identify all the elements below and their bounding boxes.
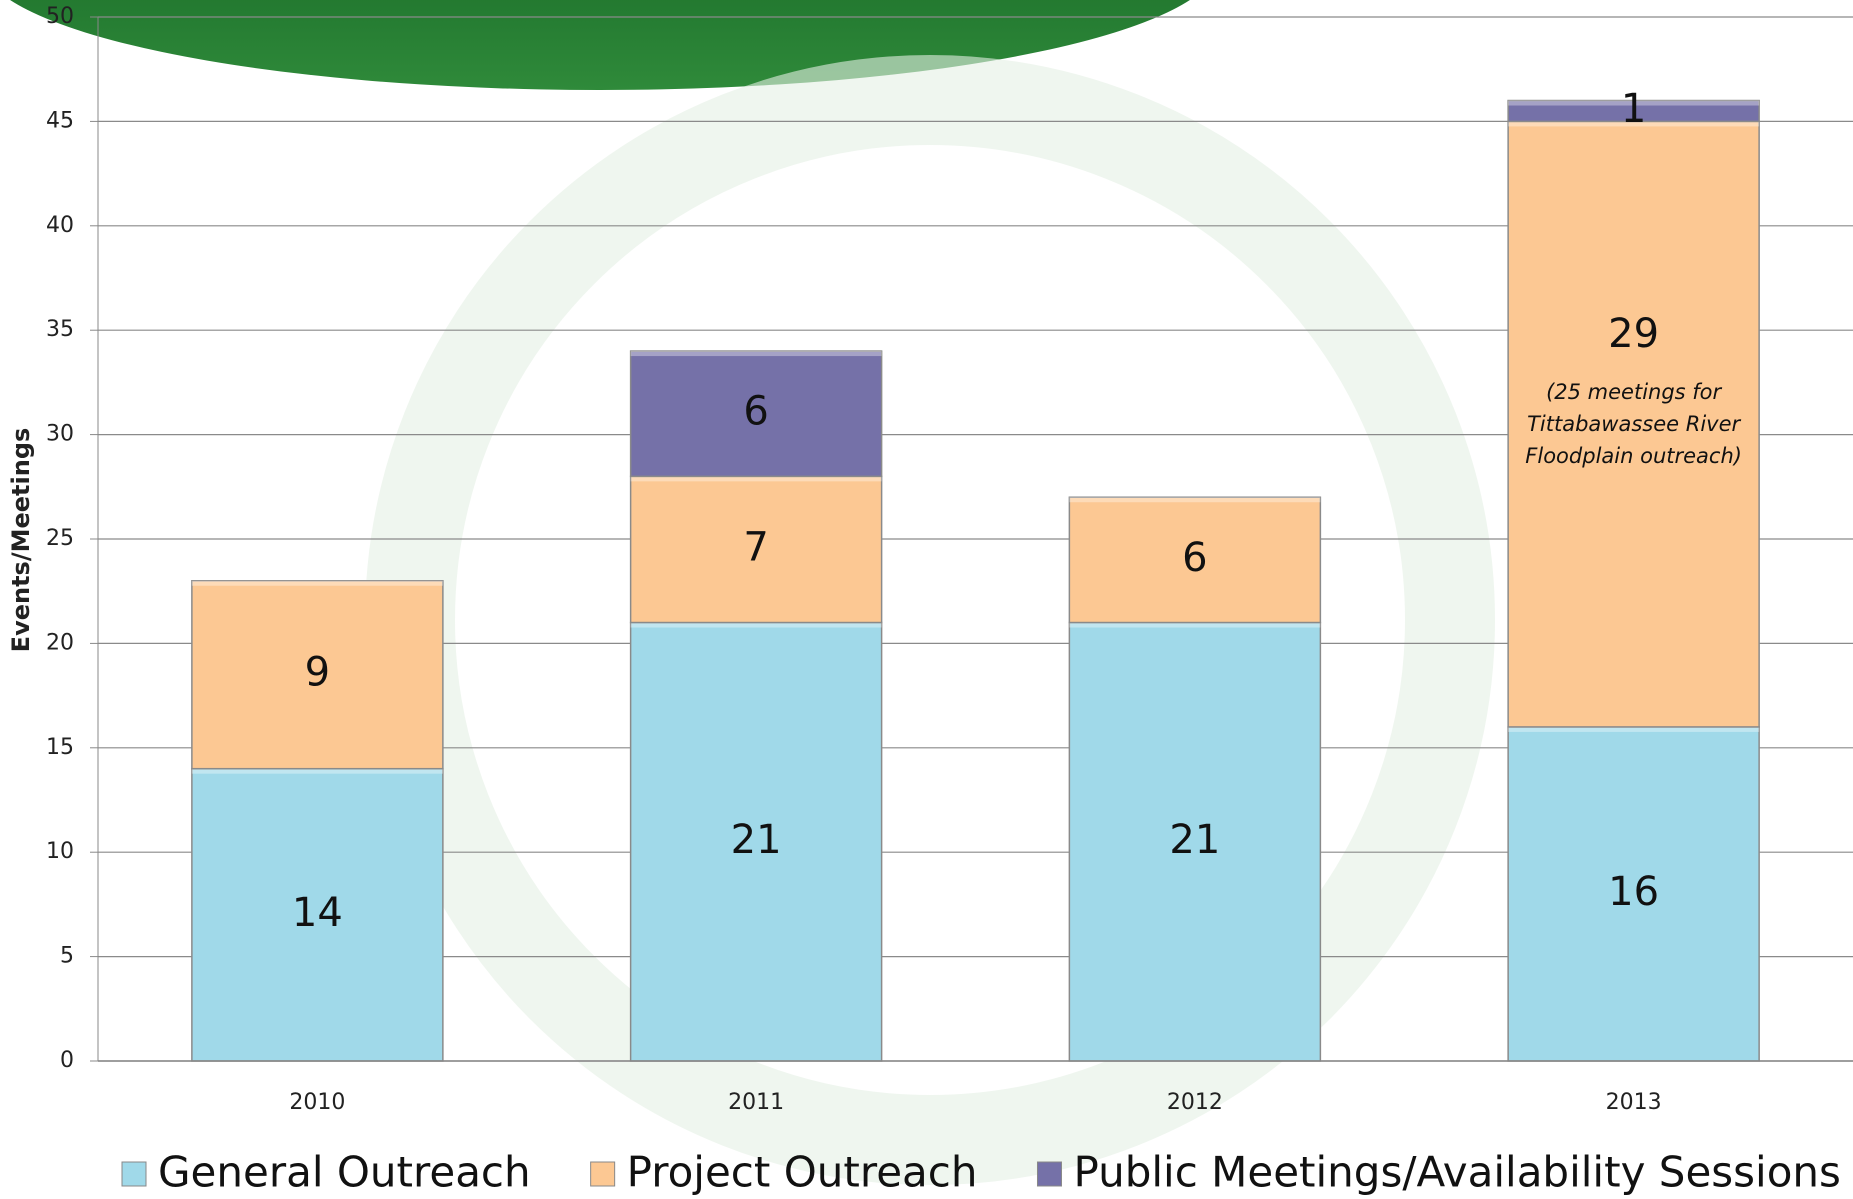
y-tick-label: 50 [46,4,74,29]
bar-segment [629,350,883,478]
y-tick-label: 25 [46,526,74,551]
x-tick-label: 2011 [728,1090,784,1115]
value-label: 6 [743,389,768,435]
bar-bevel [1069,497,1321,503]
x-tick-label: 2012 [1167,1090,1223,1115]
bar-bevel [191,580,443,586]
y-tick-label: 20 [46,630,74,655]
bar-segment [191,767,444,1062]
value-label: 14 [292,890,343,936]
value-label: 21 [731,817,782,863]
annotation: (25 meetings for Tittabawassee River Flo… [1525,380,1742,469]
bar-bevel [1069,622,1321,628]
value-label: 16 [1608,869,1659,915]
y-tick-label: 5 [60,944,74,969]
annotation-text: (25 meetings for Tittabawassee River Flo… [1525,380,1742,469]
bar-bevel [1508,121,1760,127]
bar-bevel [1508,100,1760,106]
y-tick-label: 10 [46,839,74,864]
legend-swatch [590,1161,616,1187]
y-tick-label: 45 [46,108,74,133]
legend-label: General Outreach [158,1148,531,1197]
value-label: 9 [305,650,330,696]
x-tick-label: 2010 [289,1090,345,1115]
bar-segment [1068,496,1322,624]
y-tick-label: 15 [46,735,74,760]
bar-bevel [630,622,882,628]
bar-segment [1507,120,1760,728]
value-label: 7 [743,524,768,570]
bar-bevel [1508,726,1760,732]
bar-segment [1068,621,1322,1062]
bar-segment [1507,99,1760,123]
y-tick-label: 40 [46,213,74,238]
bar-bevel [191,768,443,774]
y-axis-title: Events/Meetings [7,428,35,653]
y-tick-label: 35 [46,317,74,342]
legend-label: Public Meetings/Availability Sessions [1073,1148,1840,1197]
x-tick-label: 2013 [1606,1090,1662,1115]
legend-swatch [1036,1161,1062,1187]
bar-segment [191,580,444,770]
bar-bevel [630,476,882,482]
y-tick-label: 30 [46,422,74,447]
value-label: 6 [1182,535,1207,581]
legend-label: Project Outreach [627,1148,978,1197]
bar-segment [629,475,883,624]
bar-bevel [630,351,882,357]
value-label: 29 [1608,311,1659,357]
legend-swatch [121,1161,147,1187]
y-tick-label: 0 [60,1048,74,1073]
value-label: 21 [1169,817,1220,863]
value-label: 1 [1621,86,1646,132]
bar-segment [1507,726,1760,1062]
